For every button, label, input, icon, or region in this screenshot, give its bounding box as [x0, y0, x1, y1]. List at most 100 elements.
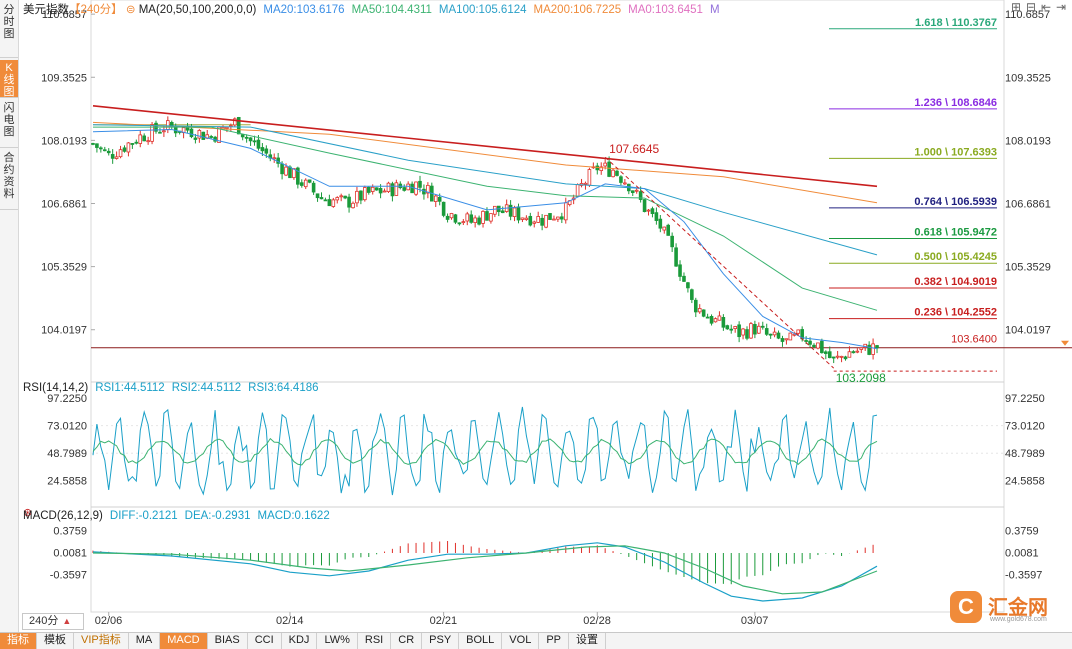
candle [816, 342, 820, 349]
low-price-label: 103.2098 [836, 371, 886, 385]
tab-kdj[interactable]: KDJ [282, 633, 318, 649]
candle [319, 197, 324, 200]
candle [634, 189, 639, 192]
candle [674, 247, 678, 267]
candle [808, 340, 812, 345]
candle [741, 328, 745, 336]
candle [812, 344, 816, 348]
tab-psy[interactable]: PSY [422, 633, 460, 649]
tab-模板[interactable]: 模板 [37, 633, 74, 649]
candle [820, 340, 824, 354]
candle [477, 217, 481, 225]
candle [729, 328, 734, 331]
candle [339, 195, 343, 198]
main-header-item: ⊜ [123, 4, 139, 16]
candle [835, 355, 840, 358]
rsi-header-item: RSI1:44.5112 [95, 382, 164, 394]
candle [166, 120, 170, 130]
period-select[interactable]: 240分 ▲ [22, 613, 84, 630]
candle [449, 213, 454, 219]
candle [453, 214, 458, 223]
candle [433, 195, 438, 202]
tab-boll[interactable]: BOLL [459, 633, 503, 649]
toolbar-icon: ⇥ [1056, 0, 1066, 14]
tab-cci[interactable]: CCI [248, 633, 282, 649]
candle [709, 316, 714, 324]
toolbar-icon: ⊞ [1011, 0, 1021, 14]
y-tick-label-right: 106.6861 [1005, 198, 1051, 210]
tab-指标[interactable]: 指标 [0, 633, 37, 649]
rsi-tick-label: 73.0120 [47, 421, 87, 433]
main-header-item: 【240分】 [69, 3, 123, 16]
tab-lw-[interactable]: LW% [317, 633, 358, 649]
rsi-tick-label-right: 48.7989 [1005, 448, 1045, 460]
candle [299, 182, 304, 186]
macd-header-item: MACD:0.1622 [258, 510, 330, 522]
macd-header-item: DEA:-0.2931 [185, 510, 251, 522]
candle [126, 142, 131, 153]
main-header-item: MA20:103.6176 [263, 4, 344, 16]
y-tick-label-right: 104.0197 [1005, 325, 1051, 337]
tab-cr[interactable]: CR [391, 633, 423, 649]
candle [658, 218, 663, 229]
rsi-tick-label: 48.7989 [47, 448, 87, 460]
tab-ma[interactable]: MA [129, 633, 161, 649]
candle [670, 235, 674, 248]
candle [721, 317, 726, 328]
fib-level-label: 1.618 \ 110.3767 [915, 17, 997, 29]
candle [114, 156, 119, 159]
candle [737, 324, 741, 338]
candlestick-chart: 1.618 \ 110.3767 1.236 \ 108.6846 1.000 \ … [91, 17, 1072, 385]
candle [469, 214, 474, 223]
sidebar-item-3[interactable]: 合约资料 [0, 150, 18, 210]
candle [303, 179, 308, 188]
candle [394, 182, 399, 196]
macd-tick-label: 0.3759 [53, 525, 87, 537]
tab-pp[interactable]: PP [539, 633, 569, 649]
candle [603, 162, 607, 167]
candle [197, 130, 202, 139]
candle [292, 168, 296, 179]
sidebar-item-0[interactable]: 分时图 [0, 2, 18, 58]
tab-vip指标[interactable]: VIP指标 [74, 633, 129, 649]
candle [697, 308, 702, 313]
candle [619, 176, 623, 183]
macd-tick-label-right: 0.0081 [1005, 548, 1039, 560]
candle [193, 137, 198, 140]
candle [540, 217, 544, 226]
candle [327, 199, 332, 207]
candle [244, 136, 249, 139]
candle [764, 328, 769, 335]
candle [615, 170, 619, 176]
candle [638, 191, 643, 200]
candle [630, 190, 635, 193]
tab-vol[interactable]: VOL [502, 633, 540, 649]
candle [725, 325, 730, 330]
tab-macd[interactable]: MACD [160, 633, 208, 649]
candle [248, 137, 253, 142]
logo-url: www.gold678.com [990, 616, 1047, 623]
main-header-item: MA100:105.6124 [439, 4, 527, 16]
candle [118, 149, 123, 158]
candle [847, 351, 852, 358]
candle [410, 183, 414, 194]
sidebar-item-2[interactable]: 闪电图 [0, 100, 18, 148]
y-tick-label: 108.0193 [41, 135, 87, 147]
candle [315, 193, 320, 199]
candle [351, 202, 355, 209]
candle [489, 213, 493, 222]
candle [99, 147, 103, 150]
trendline [92, 105, 878, 188]
candle [272, 157, 277, 160]
candle [209, 136, 213, 138]
tab-设置[interactable]: 设置 [569, 633, 606, 649]
chart-area[interactable]: 1.618 \ 110.3767 1.236 \ 108.6846 1.000 \ … [19, 0, 1072, 632]
rsi1-line [92, 406, 878, 496]
candle [552, 218, 556, 221]
tab-rsi[interactable]: RSI [358, 633, 392, 649]
rsi-header: RSI(14,14,2) RSI1:44.5112 RSI2:44.5112 RSI3… [23, 382, 319, 394]
candle [91, 143, 95, 145]
tab-bias[interactable]: BIAS [208, 633, 248, 649]
